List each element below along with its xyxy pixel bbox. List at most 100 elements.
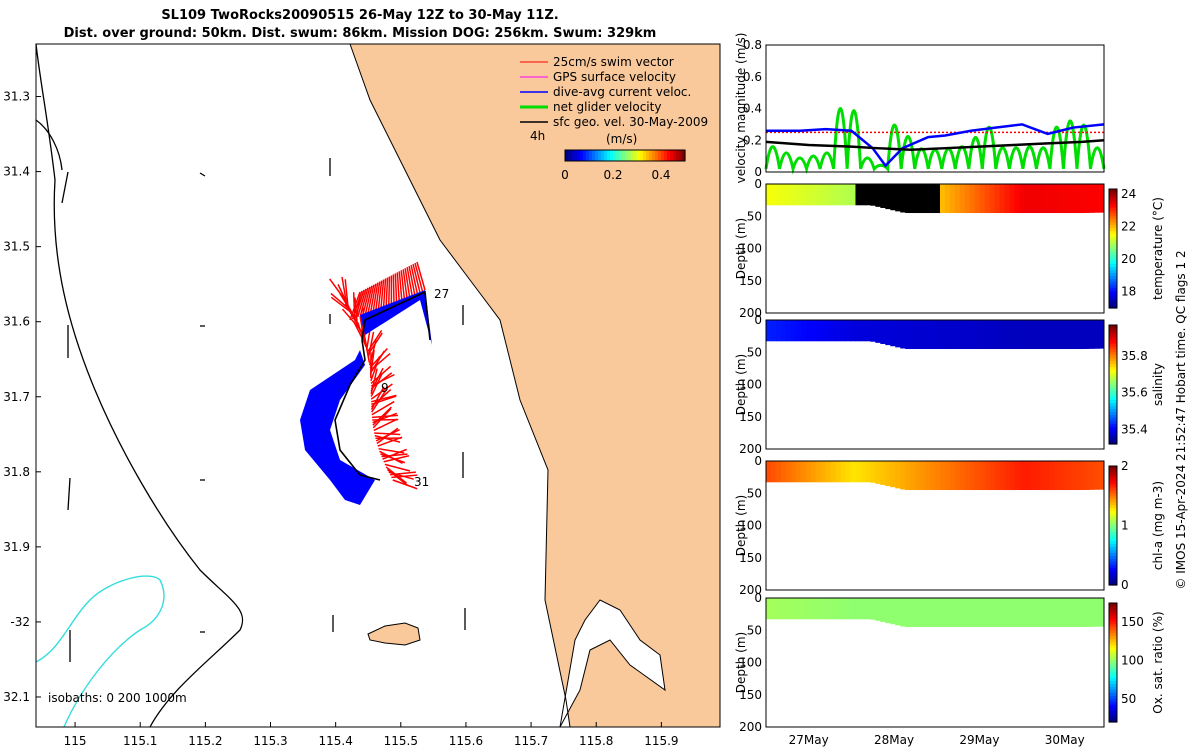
swim-vector: [385, 277, 389, 306]
y-tick-label: 31.3: [3, 90, 30, 104]
section-column: [959, 184, 966, 214]
legend-label: dive-avg current veloc.: [553, 85, 691, 99]
section-column: [964, 184, 971, 214]
section-column: [775, 184, 782, 206]
section-column: [860, 320, 866, 342]
section-column: [795, 320, 802, 342]
section-column: [1059, 320, 1065, 350]
isobath-fragment: [35, 119, 63, 171]
section-column: [780, 184, 787, 206]
section-column: [915, 598, 921, 628]
section-colorbar: [1108, 324, 1118, 445]
section-column: [1044, 461, 1050, 491]
depth-tick: 150: [739, 274, 762, 288]
section-column: [845, 461, 851, 483]
legend-label: sfc geo. vel. 30-May-2009: [553, 115, 708, 129]
section-column: [885, 598, 891, 624]
swim-vector: [344, 279, 349, 306]
section-column: [905, 461, 911, 491]
section-column: [999, 320, 1006, 350]
section-column: [1049, 461, 1055, 491]
section-column: [775, 461, 782, 483]
section-column: [979, 461, 986, 491]
section-column: [910, 461, 916, 491]
section-column: [766, 598, 772, 620]
isobaths-note: isobaths: 0 200 1000m: [48, 691, 187, 705]
section-column: [989, 184, 996, 214]
depth-tick: 0: [754, 177, 762, 191]
section-column: [890, 598, 896, 625]
section-column: [1029, 598, 1035, 628]
section-column: [1019, 184, 1025, 214]
section-column: [875, 461, 881, 484]
section-column: [935, 598, 941, 628]
section-column: [1029, 320, 1035, 350]
section-column: [954, 598, 961, 628]
velocity-y-tick: 0.6: [743, 70, 762, 84]
x-tick-label: 115.6: [449, 734, 483, 748]
swim-vector: [388, 471, 414, 480]
section-column: [850, 598, 856, 620]
section-column: [974, 598, 981, 628]
section-column: [949, 320, 956, 350]
section-column: [959, 461, 966, 491]
section-column: [1054, 320, 1060, 350]
colorbar-tick: 22: [1121, 219, 1136, 233]
depth-tick: 100: [739, 378, 762, 392]
section-column: [1039, 598, 1045, 628]
section-column: [805, 598, 812, 620]
swim-vector: [389, 471, 416, 476]
section-panel-1: 0 50 100 150 200 Depth (m) 35.4 35.6 35.8salinit…: [734, 313, 1165, 456]
section-column: [805, 320, 812, 342]
x-tick-label: 115.3: [253, 734, 287, 748]
swim-vector: [371, 400, 395, 416]
colorbar-tick: 0.4: [651, 168, 670, 182]
net-glider-velocity-line: [764, 107, 1106, 175]
swim-vector: [375, 281, 381, 310]
section-column: [840, 598, 847, 620]
section-column: [890, 461, 896, 488]
section-column: [810, 184, 817, 206]
swim-vector: [377, 436, 403, 447]
section-column: [999, 184, 1006, 214]
time-step-label: 4h: [530, 129, 545, 143]
y-tick-label: 31.5: [3, 240, 30, 254]
section-colorbar: [1108, 188, 1118, 309]
section-column: [1069, 320, 1075, 350]
section-column: [1009, 184, 1016, 214]
section-column: [925, 320, 931, 350]
depth-tick: 200: [739, 720, 762, 734]
swim-vector: [370, 368, 378, 395]
section-column: [1019, 320, 1025, 350]
section-column: [885, 320, 891, 346]
depth-tick: 150: [739, 551, 762, 565]
section-column: [969, 184, 976, 214]
section-column: [845, 320, 851, 342]
section-column: [900, 598, 906, 627]
section-column: [1049, 598, 1055, 628]
section-column: [815, 598, 822, 620]
section-column: [770, 184, 777, 206]
section-column: [855, 461, 861, 483]
section-column: [974, 461, 981, 491]
colorbar-tick: 35.6: [1121, 386, 1148, 400]
section-column: [1039, 320, 1045, 350]
section-column: [1089, 598, 1095, 627]
section-column: [935, 461, 941, 491]
section-column: [994, 461, 1001, 491]
section-column: [999, 598, 1006, 628]
x-tick-label: 115.5: [384, 734, 418, 748]
section-column: [1024, 320, 1030, 350]
x-tick-label: 115.9: [644, 734, 678, 748]
section-column: [939, 320, 946, 350]
section-column: [840, 184, 847, 206]
section-column: [1029, 461, 1035, 491]
section-column: [1019, 598, 1025, 628]
y-tick-label: 31.4: [3, 165, 30, 179]
section-column: [954, 184, 961, 214]
section-column: [939, 184, 946, 214]
depth-ylabel: Depth (m): [734, 218, 748, 279]
section-column: [964, 598, 971, 628]
section-column: [785, 184, 792, 206]
swim-vector: [391, 474, 418, 479]
